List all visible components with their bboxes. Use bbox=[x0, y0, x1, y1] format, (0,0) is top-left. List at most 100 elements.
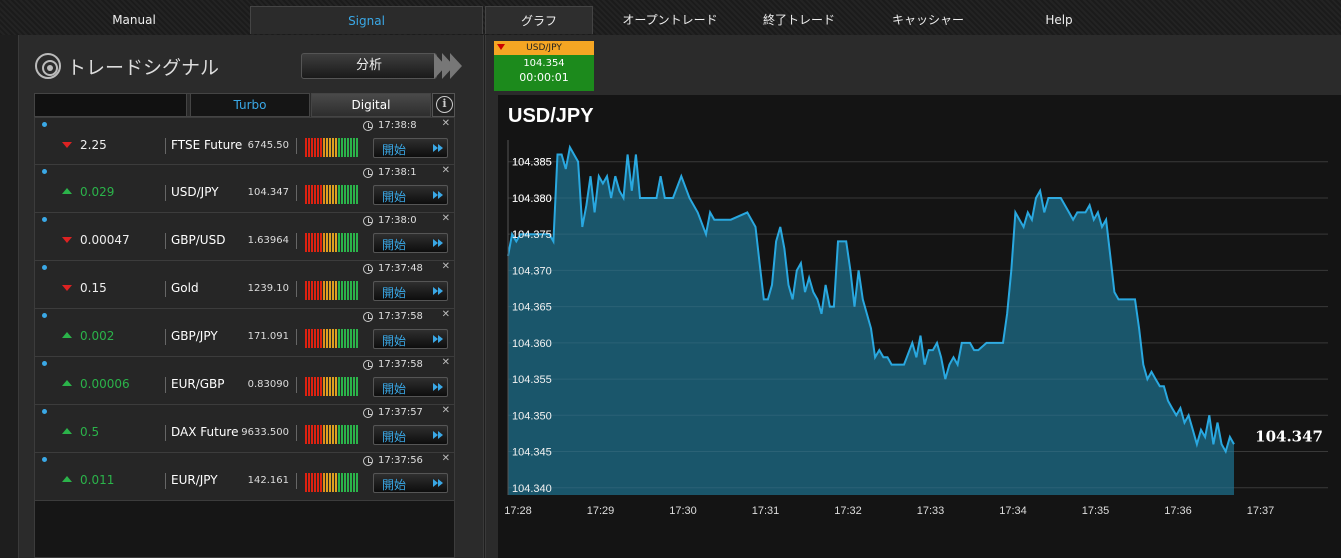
meter-bar bbox=[329, 377, 331, 396]
signal-change: 0.00006 bbox=[80, 377, 130, 391]
meter-bar bbox=[326, 281, 328, 300]
fast-forward-icon bbox=[433, 239, 438, 247]
clock-icon bbox=[363, 360, 373, 370]
signal-symbol: USD/JPY bbox=[171, 185, 219, 199]
start-trade-button[interactable]: 開始 bbox=[373, 377, 448, 397]
signal-price: 104.347 bbox=[247, 187, 289, 198]
signal-price: 1.63964 bbox=[247, 235, 289, 246]
signal-status-dot bbox=[42, 122, 47, 127]
divider bbox=[296, 138, 297, 154]
start-trade-button[interactable]: 開始 bbox=[373, 185, 448, 205]
meter-bar bbox=[323, 185, 325, 204]
close-icon[interactable]: ✕ bbox=[441, 165, 450, 176]
divider bbox=[296, 329, 297, 345]
tab-signal[interactable]: Signal bbox=[250, 6, 483, 34]
y-tick-label-overlay: 104.350 bbox=[512, 410, 552, 422]
close-icon[interactable]: ✕ bbox=[441, 261, 450, 272]
close-icon[interactable]: ✕ bbox=[441, 213, 450, 224]
meter-bar bbox=[335, 377, 337, 396]
meter-bar bbox=[338, 425, 340, 444]
tab-help[interactable]: Help bbox=[1045, 13, 1073, 27]
meter-bar bbox=[320, 425, 322, 444]
arrow-up-icon bbox=[62, 332, 72, 338]
meter-bar bbox=[335, 281, 337, 300]
signal-radar-icon bbox=[35, 53, 61, 79]
meter-bar bbox=[329, 473, 331, 492]
signal-symbol: Gold bbox=[171, 281, 199, 295]
meter-bar bbox=[353, 138, 355, 157]
digital-tab[interactable]: Digital bbox=[311, 93, 431, 117]
tab-cashier[interactable]: キャッシャー bbox=[891, 13, 964, 27]
analyze-button[interactable]: 分析 bbox=[301, 53, 465, 79]
signal-symbol: GBP/JPY bbox=[171, 329, 218, 343]
close-icon[interactable]: ✕ bbox=[441, 118, 450, 129]
fast-forward-icon bbox=[438, 239, 443, 247]
meter-bar bbox=[344, 281, 346, 300]
start-trade-label: 開始 bbox=[382, 286, 407, 300]
meter-bar bbox=[317, 329, 319, 348]
signal-symbol: EUR/GBP bbox=[171, 377, 225, 391]
start-trade-button[interactable]: 開始 bbox=[373, 281, 448, 301]
tab-open-trades[interactable]: オープントレード bbox=[622, 13, 718, 27]
meter-bar bbox=[332, 377, 334, 396]
meter-bar bbox=[353, 473, 355, 492]
clock-icon bbox=[363, 264, 373, 274]
meter-bar bbox=[338, 233, 340, 252]
meter-bar bbox=[311, 138, 313, 157]
meter-bar bbox=[317, 377, 319, 396]
divider bbox=[165, 138, 166, 154]
signal-price: 142.161 bbox=[247, 475, 289, 486]
signal-row: 17:37:57 ✕ 0.5 DAX Future 9633.500 開始 bbox=[34, 405, 455, 453]
signal-status-dot bbox=[42, 361, 47, 366]
signal-row: 17:38:8 ✕ 2.25 FTSE Future 6745.50 開始 bbox=[34, 117, 455, 165]
quote-symbol: USD/JPY bbox=[494, 41, 594, 55]
meter-bar bbox=[308, 377, 310, 396]
quote-box[interactable]: USD/JPY 104.354 00:00:01 bbox=[494, 41, 594, 91]
tab-graph[interactable]: グラフ bbox=[485, 6, 593, 34]
y-tick-label: 104.380 bbox=[512, 193, 552, 205]
fast-forward-icon bbox=[433, 479, 438, 487]
close-icon[interactable]: ✕ bbox=[441, 309, 450, 320]
signal-panel-title: トレードシグナル bbox=[67, 56, 220, 79]
meter-bar bbox=[326, 233, 328, 252]
tab-manual[interactable]: Manual bbox=[112, 13, 156, 27]
close-icon[interactable]: ✕ bbox=[441, 453, 450, 464]
asset-filter-dropdown[interactable] bbox=[34, 93, 188, 117]
turbo-tab[interactable]: Turbo bbox=[190, 93, 310, 117]
info-icon[interactable] bbox=[432, 93, 455, 117]
arrow-up-icon bbox=[62, 380, 72, 386]
divider bbox=[296, 425, 297, 441]
signal-status-dot bbox=[42, 457, 47, 462]
meter-bar bbox=[317, 425, 319, 444]
arrow-down-icon bbox=[62, 142, 72, 148]
meter-bar bbox=[305, 473, 307, 492]
start-trade-button[interactable]: 開始 bbox=[373, 233, 448, 253]
close-icon[interactable]: ✕ bbox=[441, 357, 450, 368]
meter-bar bbox=[332, 281, 334, 300]
meter-bar bbox=[347, 425, 349, 444]
meter-bar bbox=[314, 377, 316, 396]
signal-symbol: FTSE Future bbox=[171, 138, 243, 152]
clock-icon bbox=[363, 121, 373, 131]
chevron-right-icon bbox=[450, 53, 462, 79]
tab-closed-trades[interactable]: 終了トレード bbox=[762, 13, 835, 27]
start-trade-button[interactable]: 開始 bbox=[373, 138, 448, 158]
signal-change: 0.002 bbox=[80, 329, 115, 343]
start-trade-button[interactable]: 開始 bbox=[373, 425, 448, 445]
meter-bar bbox=[326, 473, 328, 492]
meter-bar bbox=[308, 329, 310, 348]
price-chart: USD/JPY 104.385104.380104.375104.370104.… bbox=[498, 95, 1341, 558]
meter-bar bbox=[335, 233, 337, 252]
start-trade-button[interactable]: 開始 bbox=[373, 473, 448, 493]
close-icon[interactable]: ✕ bbox=[441, 405, 450, 416]
signal-filter-bar: Turbo Digital bbox=[34, 93, 455, 117]
divider bbox=[296, 377, 297, 393]
meter-bar bbox=[335, 329, 337, 348]
meter-bar bbox=[308, 473, 310, 492]
x-tick-label: 17:37 bbox=[1247, 505, 1275, 517]
meter-bar bbox=[338, 329, 340, 348]
x-tick-label: 17:34 bbox=[999, 505, 1027, 517]
signal-change: 0.029 bbox=[80, 185, 115, 199]
start-trade-button[interactable]: 開始 bbox=[373, 329, 448, 349]
fast-forward-icon bbox=[433, 335, 438, 343]
